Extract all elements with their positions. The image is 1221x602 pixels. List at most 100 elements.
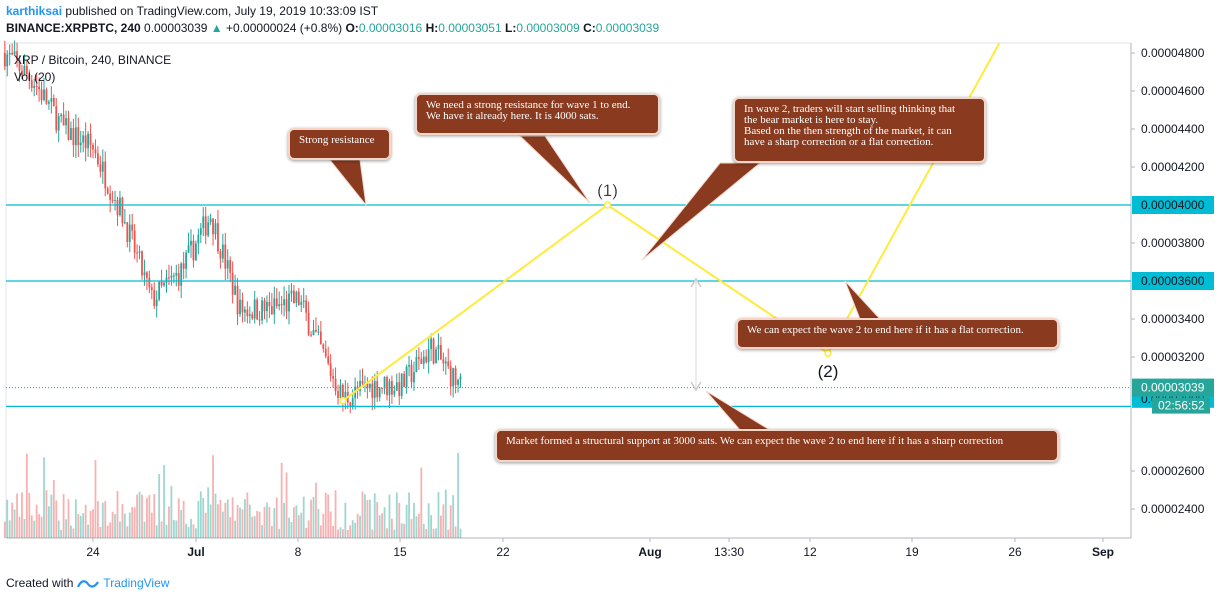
- candle: [38, 86, 40, 90]
- candle: [417, 357, 420, 359]
- candle: [180, 263, 183, 286]
- price-tag-resistance[interactable]: 0.00004000: [1141, 198, 1205, 212]
- volume-bar: [258, 511, 261, 538]
- volume-bar: [290, 522, 293, 538]
- volume-bar: [52, 480, 55, 538]
- volume-bar: [199, 491, 202, 538]
- volume-bar: [158, 474, 161, 538]
- volume-bar: [256, 510, 259, 538]
- volume-bar: [420, 467, 423, 538]
- volume-bar: [356, 513, 359, 538]
- volume-bar: [310, 499, 312, 538]
- candle: [45, 89, 48, 104]
- candle: [388, 381, 391, 396]
- note-sharp-correction[interactable]: Market formed a structural support at 30…: [495, 429, 1059, 462]
- volume-bar: [77, 514, 80, 538]
- candle: [99, 164, 102, 172]
- candle: [253, 299, 256, 319]
- candle: [126, 222, 129, 242]
- countdown-tag: 02:56:52: [1158, 399, 1205, 413]
- volume-bar: [444, 489, 447, 538]
- volume-bar: [128, 512, 131, 538]
- volume-bar: [408, 492, 410, 538]
- volume-bar: [244, 499, 246, 538]
- wave-point[interactable]: [603, 201, 612, 209]
- wave-point[interactable]: [824, 349, 832, 357]
- volume-bar: [322, 513, 325, 538]
- volume-bar: [212, 455, 214, 538]
- candle: [116, 199, 119, 216]
- candle: [415, 357, 418, 373]
- volume-bar: [89, 510, 92, 538]
- candle: [371, 383, 374, 398]
- price-tick-label: 0.00004400: [1141, 122, 1205, 136]
- volume-bar: [150, 512, 153, 538]
- volume-bar: [381, 513, 383, 538]
- candle: [236, 285, 239, 315]
- candle: [79, 142, 82, 146]
- note-wave2-selling[interactable]: In wave 2, traders will start selling th…: [733, 97, 986, 163]
- tradingview-brand[interactable]: TradingView: [103, 576, 170, 590]
- volume-bar: [427, 503, 430, 538]
- candle: [143, 272, 146, 276]
- candle: [246, 309, 249, 317]
- candle: [234, 285, 236, 295]
- volume-bar: [79, 515, 82, 538]
- price-tag-mid-bg[interactable]: [1132, 272, 1214, 290]
- candle: [241, 299, 244, 313]
- volume-bar: [231, 497, 234, 538]
- wave-projection[interactable]: (1) (2): [339, 42, 1001, 405]
- time-tick-label: 8: [295, 545, 302, 559]
- current-price-tag[interactable]: 0.00003039: [1141, 381, 1205, 395]
- note-flat-correction[interactable]: We can expect the wave 2 to end here if …: [736, 318, 1059, 349]
- volume-bar: [339, 527, 342, 538]
- candle: [28, 74, 31, 81]
- current-price-tag-bg[interactable]: [1132, 378, 1214, 397]
- candle: [136, 252, 138, 254]
- candle: [187, 245, 190, 253]
- note-strong-resistance[interactable]: Strong resistance: [288, 128, 391, 160]
- candle: [30, 80, 33, 89]
- volume-bar: [417, 513, 420, 538]
- price-tag-resistance-bg[interactable]: [1132, 196, 1214, 214]
- wave-point[interactable]: [339, 396, 347, 405]
- volume-bar: [92, 509, 94, 538]
- note-wave1-resistance[interactable]: We need a strong resistance for wave 1 t…: [415, 93, 660, 135]
- symbol-name: BINANCE:XRPBTC, 240: [6, 21, 141, 35]
- volume-bar: [60, 529, 63, 538]
- candle: [48, 101, 50, 104]
- candle: [373, 381, 376, 398]
- volume-bar: [246, 492, 249, 538]
- volume-bar: [94, 459, 97, 538]
- candle: [207, 222, 210, 236]
- candle: [226, 260, 229, 269]
- price-tag-mid[interactable]: 0.00003600: [1141, 274, 1205, 288]
- volume-bar: [143, 521, 146, 538]
- volume-bar: [45, 490, 48, 538]
- volume-bar: [266, 502, 268, 538]
- price-tick-label: 0.00002600: [1141, 464, 1205, 478]
- author-name[interactable]: karthiksai: [6, 4, 63, 18]
- wave-line[interactable]: [342, 42, 1001, 402]
- callout-pointer: [328, 159, 367, 207]
- horizontal-levels[interactable]: [6, 204, 1131, 407]
- volume-bar: [346, 529, 349, 538]
- volume-bar: [393, 529, 396, 538]
- volume-bar: [315, 482, 317, 538]
- volume-bar: [273, 508, 276, 538]
- volume-bar: [177, 498, 180, 538]
- wave-2-label: (2): [818, 362, 839, 381]
- candle: [378, 387, 381, 398]
- callout-pointer: [518, 135, 591, 204]
- volume-bar: [440, 515, 442, 538]
- candle: [82, 135, 85, 143]
- candle: [310, 334, 312, 336]
- price-axis[interactable]: 0.00004800 0.00004600 0.00004400 0.00004200…: [1131, 46, 1214, 516]
- candle: [18, 59, 21, 71]
- candle: [239, 299, 241, 315]
- time-axis[interactable]: 24 Jul 8 15 22 Aug 13:30 12 19 26 Sep: [86, 538, 1114, 559]
- volume-bar: [62, 493, 65, 538]
- last-price: 0.00003039: [144, 21, 208, 35]
- volume-bar: [327, 494, 330, 538]
